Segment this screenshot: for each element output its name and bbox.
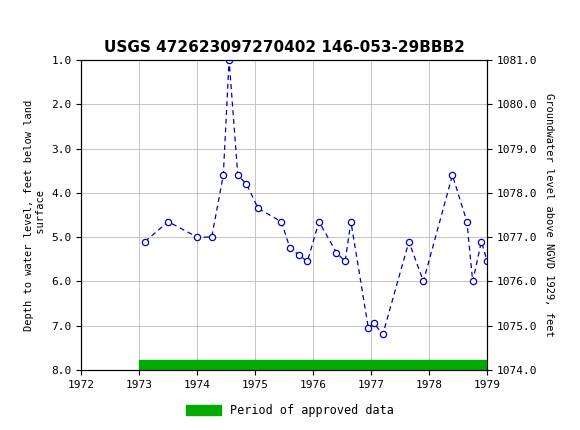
Legend: Period of approved data: Period of approved data (181, 399, 399, 422)
Y-axis label: Depth to water level, feet below land
 surface: Depth to water level, feet below land su… (24, 99, 46, 331)
Bar (139, 360, 487, 370)
Title: USGS 472623097270402 146-053-29BBB2: USGS 472623097270402 146-053-29BBB2 (104, 40, 465, 55)
Y-axis label: Groundwater level above NGVD 1929, feet: Groundwater level above NGVD 1929, feet (544, 93, 554, 337)
Text: ≈USGS: ≈USGS (6, 6, 82, 26)
